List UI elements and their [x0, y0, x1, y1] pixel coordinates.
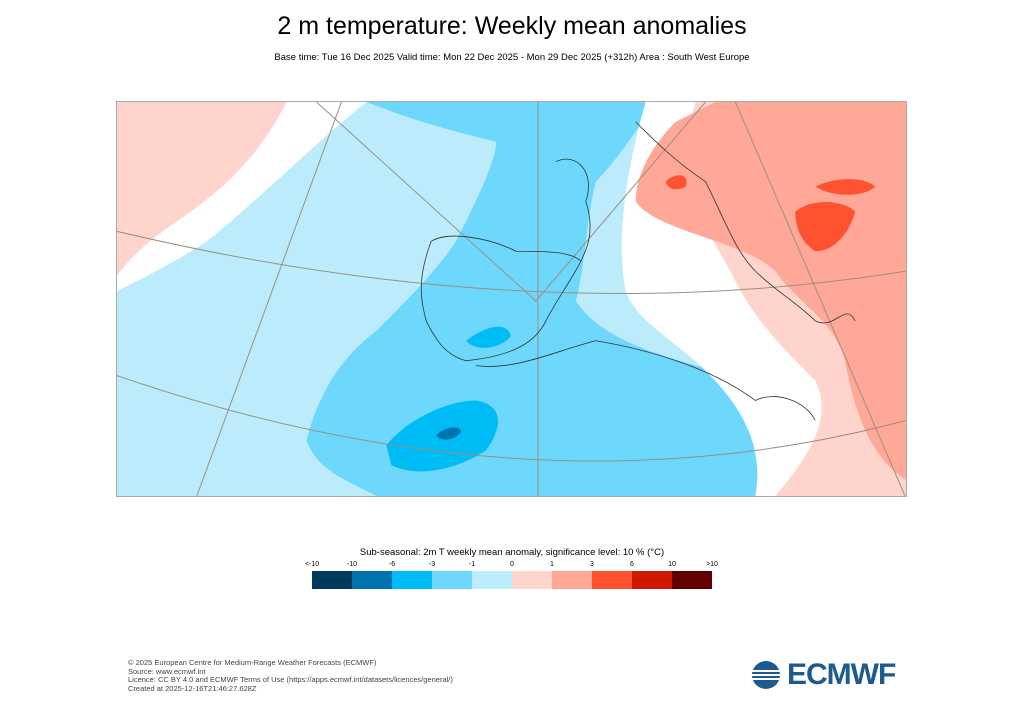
legend-tick: -6: [388, 561, 396, 568]
legend-tick: 3: [590, 561, 594, 568]
legend-swatch: [632, 571, 672, 589]
ecmwf-logo-icon: [748, 661, 784, 689]
legend-tick: 1: [550, 561, 554, 568]
legend-title: Sub-seasonal: 2m T weekly mean anomaly, …: [359, 547, 665, 558]
legend-swatch: [312, 571, 352, 589]
legend-tick: -10: [346, 561, 358, 568]
legend-swatch: [432, 571, 472, 589]
footer-credits: © 2025 European Centre for Medium-Range …: [128, 658, 453, 693]
anomaly-region-hot-east: [815, 179, 876, 195]
legend-swatch: [392, 571, 432, 589]
anomaly-region-warmer-east: [635, 102, 906, 481]
anomaly-region-white-northwest: [117, 102, 367, 292]
anomaly-region-hot-balkans: [795, 202, 856, 252]
legend-swatch: [472, 571, 512, 589]
coastlines: [420, 121, 856, 421]
temperature-anomaly-map: [116, 101, 907, 497]
footer-copyright: © 2025 European Centre for Medium-Range …: [128, 658, 377, 667]
legend-tick: 0: [510, 561, 514, 568]
legend-tick: <-10: [304, 561, 320, 568]
legend-tick: >10: [706, 561, 718, 568]
anomaly-region-cool-atlantic: [306, 102, 786, 496]
legend-swatch: [512, 571, 552, 589]
ecmwf-logo-text: ECMWF: [787, 658, 896, 691]
graticule: [117, 102, 906, 496]
legend-tick: 10: [668, 561, 676, 568]
legend-tick: 6: [630, 561, 634, 568]
footer-created: Created at 2025-12-16T21:46:27.628Z: [128, 683, 257, 693]
anomaly-region-cold-iberia: [466, 326, 512, 348]
legend-tick: -3: [428, 561, 436, 568]
legend-swatch: [592, 571, 632, 589]
anomaly-region-coldest-morocco: [436, 427, 462, 440]
chart-title: 2 m temperature: Weekly mean anomalies: [277, 12, 747, 40]
anomaly-region-hot-alps: [665, 175, 687, 190]
legend-swatch: [552, 571, 592, 589]
ecmwf-logo: ECMWF: [748, 658, 896, 692]
anomaly-region-warm-northwest: [117, 102, 287, 277]
footer-source: Source: www.ecmwf.int: [128, 666, 206, 676]
chart-subtitle: Base time: Tue 16 Dec 2025 Valid time: M…: [274, 52, 750, 63]
footer-licence: Licence: CC BY 4.0 and ECMWF Terms of Us…: [128, 675, 453, 684]
legend-colorbar: [312, 571, 712, 589]
legend-ticks: <-10 -10 -6 -3 -1 0 1 3 6 10 >10: [305, 561, 718, 571]
legend-tick: -1: [468, 561, 476, 568]
legend-swatch: [672, 571, 712, 589]
legend-swatch: [352, 571, 392, 589]
